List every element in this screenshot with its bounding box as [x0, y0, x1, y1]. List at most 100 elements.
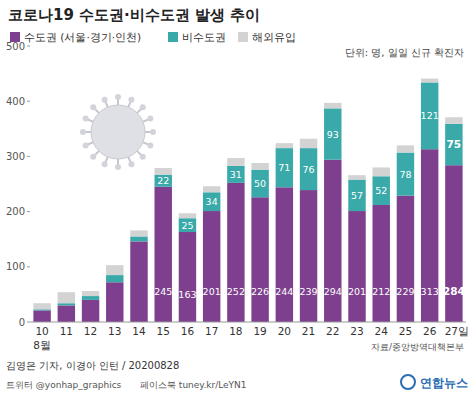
data-label: 201 — [203, 286, 221, 297]
data-label: 252 — [227, 286, 245, 297]
data-label: 25 — [181, 220, 193, 231]
legend-label: 해외유입 — [252, 31, 296, 43]
bar-segment — [58, 303, 75, 305]
virus-spike-tip — [140, 104, 146, 110]
title: 코로나19 수도권·비수도권 발생 추이 — [8, 6, 260, 24]
bar-segment — [155, 175, 172, 187]
y-tick-label: 200 — [6, 206, 25, 217]
data-label: 75 — [447, 138, 462, 150]
y-tick-label: 0 — [19, 317, 25, 328]
y-tick — [27, 46, 30, 47]
x-axis — [30, 322, 466, 323]
bar-segment — [179, 218, 196, 232]
legend-label: 수도권 (서울·경기·인천) — [24, 31, 141, 43]
data-label: 201 — [348, 286, 366, 297]
data-labels: 2452216325201342523122650244712397629493… — [154, 110, 465, 300]
bar-segment — [373, 205, 390, 322]
x-tick-label: 17 — [205, 325, 218, 337]
bar-segment — [33, 310, 50, 322]
bar-segment — [33, 309, 50, 310]
bar-segment — [445, 117, 462, 124]
y-tick-label: 500 — [6, 41, 25, 52]
source: 자료/중앙방역대책본부 — [371, 342, 464, 352]
bar-segment — [348, 175, 365, 179]
y-tick-label: 300 — [6, 151, 25, 162]
bar-segment — [397, 145, 414, 152]
data-label: 57 — [351, 190, 363, 201]
x-tick-label: 26 — [423, 325, 437, 337]
bar-segment — [300, 148, 317, 190]
bar-segment — [251, 170, 268, 198]
x-tick-label: 15 — [157, 325, 170, 337]
x-tick-label: 10 — [35, 325, 48, 337]
data-label: 294 — [324, 286, 342, 297]
legend-label: 비수도권 — [182, 31, 226, 43]
legend-swatch — [238, 32, 248, 42]
bar-segment — [445, 165, 462, 322]
bars — [33, 79, 462, 322]
data-label: 212 — [372, 286, 390, 297]
x-tick-label: 25 — [399, 325, 412, 337]
virus-spike-tip — [102, 97, 108, 103]
data-label: 71 — [278, 162, 290, 173]
virus-spike-tip — [128, 97, 134, 103]
data-label: 93 — [327, 129, 339, 140]
data-label: 121 — [421, 110, 439, 121]
bar-segment — [130, 241, 147, 322]
x-tick-label: 27일 — [445, 325, 469, 337]
data-label: 229 — [396, 286, 414, 297]
bar-segment — [324, 108, 341, 159]
virus-spike-tip — [147, 116, 153, 122]
data-label: 52 — [375, 185, 387, 196]
virus-spike-tip — [80, 129, 86, 135]
logo-mark — [401, 375, 415, 389]
virus-spike-tip — [147, 142, 153, 148]
data-label: 244 — [275, 286, 293, 297]
virus-spike-tip — [150, 129, 156, 135]
virus-spike-tip — [90, 104, 96, 110]
credit: 김영은 기자, 이경아 인턴 / 20200828 — [6, 360, 179, 371]
data-label: 50 — [254, 178, 266, 189]
data-label: 245 — [154, 286, 172, 297]
bar-segment — [130, 236, 147, 241]
footer: 페이스북 tuney.kr/LeYN1 — [140, 380, 247, 390]
x-tick-label: 12 — [84, 325, 97, 337]
subtitle: 단위: 명, 일일 신규 확진자 — [345, 47, 464, 58]
virus-spike-tip — [102, 161, 108, 167]
annotation: 8월 — [33, 339, 51, 351]
bar-segment — [373, 167, 390, 176]
bar-segment — [251, 197, 268, 322]
bar-segment — [179, 232, 196, 322]
bar-segment — [155, 168, 172, 175]
virus-spike-tip — [90, 154, 96, 160]
bar-segment — [106, 265, 123, 275]
bar-segment — [130, 230, 147, 236]
virus-spike-tip — [140, 154, 146, 160]
y-tick-label: 400 — [6, 96, 25, 107]
y-tick-label: 100 — [6, 261, 25, 272]
virus-illustration — [80, 94, 156, 170]
bar-segment — [276, 143, 293, 148]
y-tick — [27, 101, 30, 102]
data-label: 22 — [157, 175, 169, 186]
bar-segment — [203, 186, 220, 192]
bar-segment — [227, 183, 244, 322]
bar-segment — [373, 176, 390, 205]
x-tick-label: 24 — [375, 325, 389, 337]
data-label: 78 — [399, 169, 411, 180]
bar-segment — [227, 158, 244, 166]
virus-spike-tip — [128, 161, 134, 167]
y-tick — [27, 266, 30, 267]
bar-segment — [106, 282, 123, 322]
bar-segment — [397, 153, 414, 196]
x-tick-label: 21 — [302, 325, 315, 337]
bar-segment — [421, 149, 438, 322]
bar-segment — [58, 305, 75, 322]
bar-segment — [33, 303, 50, 309]
bar-segment — [203, 211, 220, 322]
bar-segment — [445, 124, 462, 165]
data-label: 76 — [303, 164, 315, 175]
data-label: 284 — [443, 285, 465, 297]
bar-segment — [58, 292, 75, 303]
x-tick-label: 20 — [278, 325, 291, 337]
